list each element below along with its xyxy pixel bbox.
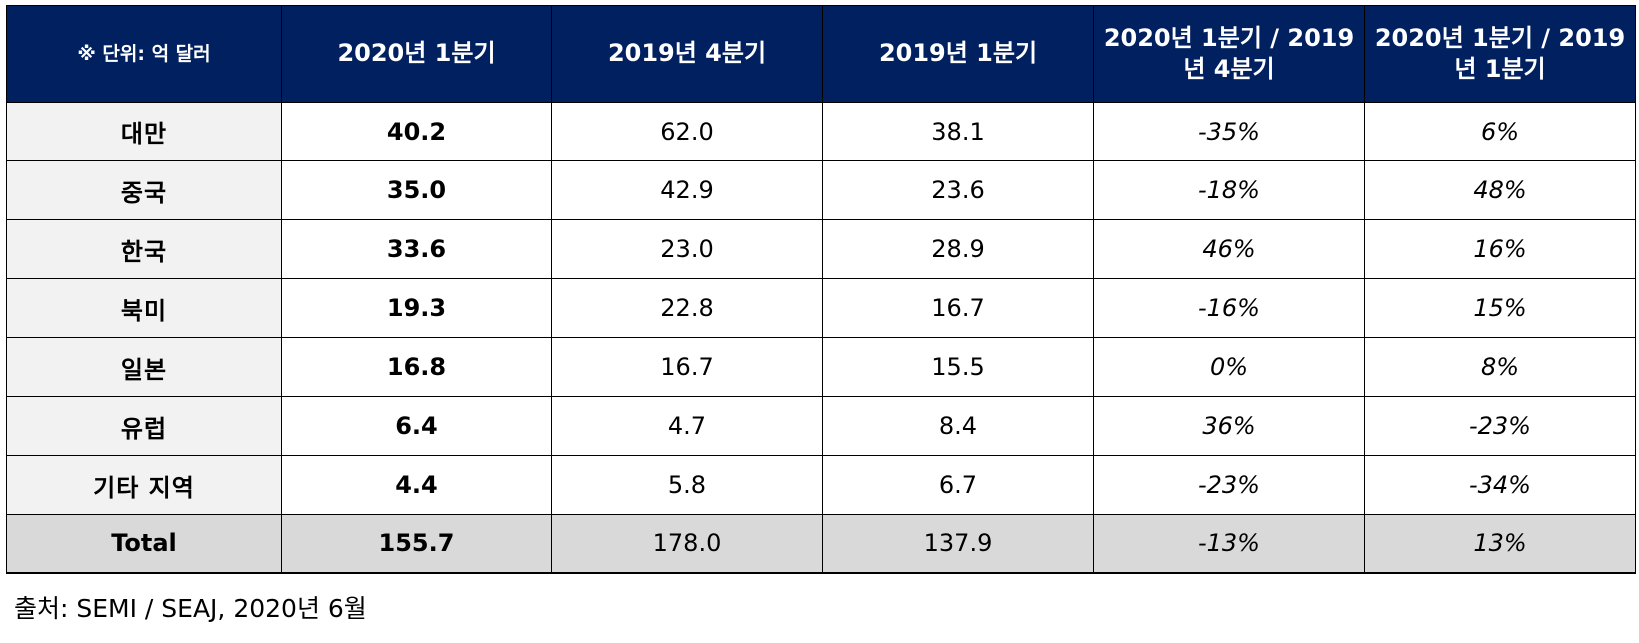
qoq-cell: -35% bbox=[1093, 102, 1365, 161]
total-q1-2019-cell: 137.9 bbox=[822, 514, 1094, 574]
q1-2019-cell: 6.7 bbox=[822, 455, 1094, 515]
qoq-cell: -18% bbox=[1093, 160, 1365, 220]
total-row: Total 155.7 178.0 137.9 -13% 13% bbox=[6, 514, 1636, 574]
q1-2020-cell: 35.0 bbox=[281, 160, 552, 220]
q1-2019-cell: 8.4 bbox=[822, 396, 1094, 456]
region-cell: 한국 bbox=[6, 219, 282, 279]
q1-2020-cell: 4.4 bbox=[281, 455, 552, 515]
q4-2019-cell: 62.0 bbox=[551, 102, 823, 161]
q4-2019-cell: 42.9 bbox=[551, 160, 823, 220]
region-cell: 대만 bbox=[6, 102, 282, 161]
q1-2020-cell: 16.8 bbox=[281, 337, 552, 397]
region-cell: 북미 bbox=[6, 278, 282, 338]
total-yoy-cell: 13% bbox=[1364, 514, 1636, 574]
yoy-cell: 16% bbox=[1364, 219, 1636, 279]
region-cell: 일본 bbox=[6, 337, 282, 397]
header-q1-2019: 2019년 1분기 bbox=[822, 5, 1094, 103]
table-row: 한국 33.6 23.0 28.9 46% 16% bbox=[6, 219, 1636, 279]
total-label-cell: Total bbox=[6, 514, 282, 574]
qoq-cell: -23% bbox=[1093, 455, 1365, 515]
table-row: 유럽 6.4 4.7 8.4 36% -23% bbox=[6, 396, 1636, 456]
q1-2019-cell: 28.9 bbox=[822, 219, 1094, 279]
q4-2019-cell: 23.0 bbox=[551, 219, 823, 279]
table-row: 중국 35.0 42.9 23.6 -18% 48% bbox=[6, 160, 1636, 220]
header-yoy: 2020년 1분기 / 2019년 1분기 bbox=[1364, 5, 1636, 103]
header-q1-2020: 2020년 1분기 bbox=[281, 5, 552, 103]
data-table-wrapper: ※ 단위: 억 달러 2020년 1분기 2019년 4분기 2019년 1분기… bbox=[6, 5, 1636, 574]
yoy-cell: 6% bbox=[1364, 102, 1636, 161]
yoy-cell: -34% bbox=[1364, 455, 1636, 515]
yoy-cell: 48% bbox=[1364, 160, 1636, 220]
q1-2020-cell: 33.6 bbox=[281, 219, 552, 279]
q4-2019-cell: 5.8 bbox=[551, 455, 823, 515]
q1-2019-cell: 23.6 bbox=[822, 160, 1094, 220]
source-note: 출처: SEMI / SEAJ, 2020년 6월 bbox=[14, 594, 367, 623]
qoq-cell: 36% bbox=[1093, 396, 1365, 456]
table-row: 기타 지역 4.4 5.8 6.7 -23% -34% bbox=[6, 455, 1636, 515]
q1-2020-cell: 40.2 bbox=[281, 102, 552, 161]
q1-2019-cell: 16.7 bbox=[822, 278, 1094, 338]
total-qoq-cell: -13% bbox=[1093, 514, 1365, 574]
yoy-cell: 15% bbox=[1364, 278, 1636, 338]
total-q1-2020-cell: 155.7 bbox=[281, 514, 552, 574]
equipment-sales-table: ※ 단위: 억 달러 2020년 1분기 2019년 4분기 2019년 1분기… bbox=[6, 5, 1636, 574]
yoy-cell: -23% bbox=[1364, 396, 1636, 456]
header-unit: ※ 단위: 억 달러 bbox=[6, 5, 282, 103]
q4-2019-cell: 16.7 bbox=[551, 337, 823, 397]
region-cell: 유럽 bbox=[6, 396, 282, 456]
header-qoq: 2020년 1분기 / 2019년 4분기 bbox=[1093, 5, 1365, 103]
yoy-cell: 8% bbox=[1364, 337, 1636, 397]
table-row: 대만 40.2 62.0 38.1 -35% 6% bbox=[6, 102, 1636, 161]
region-cell: 중국 bbox=[6, 160, 282, 220]
q1-2020-cell: 19.3 bbox=[281, 278, 552, 338]
qoq-cell: 0% bbox=[1093, 337, 1365, 397]
table-row: 일본 16.8 16.7 15.5 0% 8% bbox=[6, 337, 1636, 397]
q1-2019-cell: 15.5 bbox=[822, 337, 1094, 397]
header-row: ※ 단위: 억 달러 2020년 1분기 2019년 4분기 2019년 1분기… bbox=[6, 5, 1636, 103]
qoq-cell: 46% bbox=[1093, 219, 1365, 279]
qoq-cell: -16% bbox=[1093, 278, 1365, 338]
q4-2019-cell: 4.7 bbox=[551, 396, 823, 456]
table-row: 북미 19.3 22.8 16.7 -16% 15% bbox=[6, 278, 1636, 338]
q4-2019-cell: 22.8 bbox=[551, 278, 823, 338]
header-q4-2019: 2019년 4분기 bbox=[551, 5, 823, 103]
total-q4-2019-cell: 178.0 bbox=[551, 514, 823, 574]
region-cell: 기타 지역 bbox=[6, 455, 282, 515]
q1-2019-cell: 38.1 bbox=[822, 102, 1094, 161]
q1-2020-cell: 6.4 bbox=[281, 396, 552, 456]
